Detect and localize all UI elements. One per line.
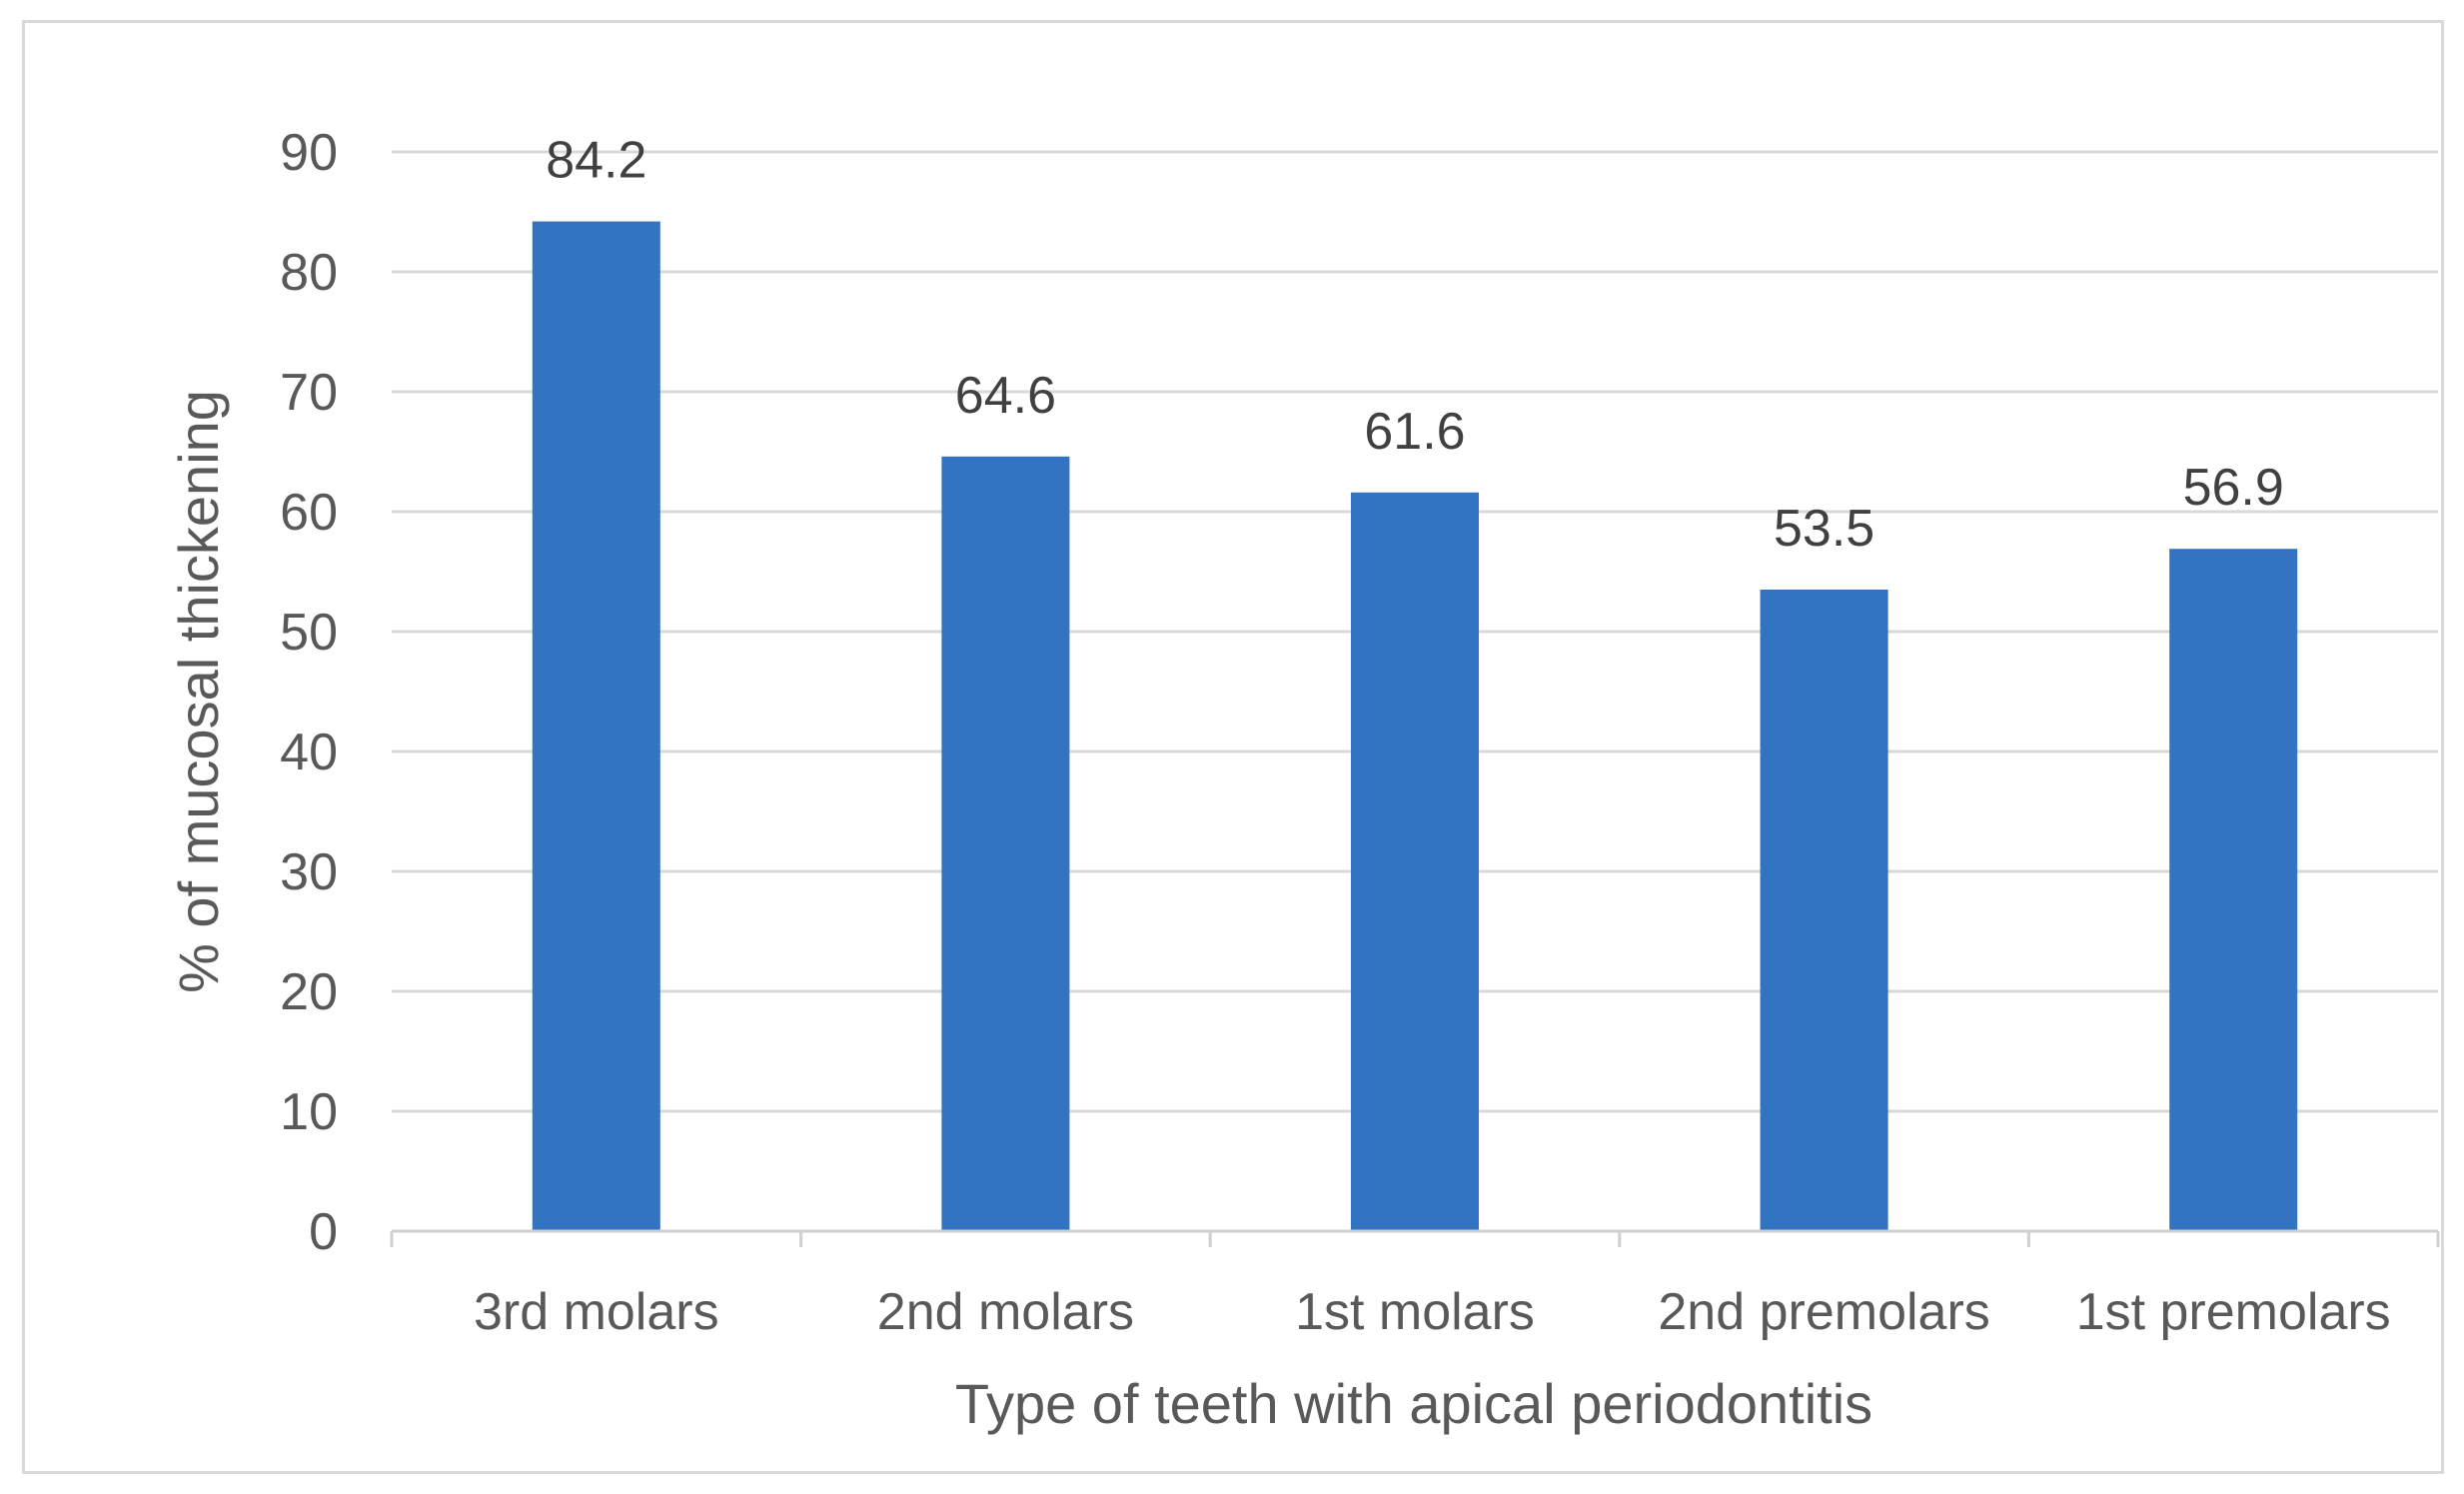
y-tick-label: 40 <box>280 724 338 781</box>
y-axis-title: % of mucosal thickening <box>167 390 230 993</box>
y-tick-label: 60 <box>280 484 338 542</box>
bar <box>532 221 660 1232</box>
y-tick-label: 20 <box>280 963 338 1021</box>
data-label: 53.5 <box>1774 500 1874 558</box>
bar <box>1351 492 1479 1231</box>
y-tick-label: 90 <box>280 124 338 182</box>
bar <box>1760 590 1888 1231</box>
data-label: 56.9 <box>2183 459 2284 517</box>
data-labels: 84.2 64.6 61.6 53.5 56.9 <box>546 132 2284 558</box>
bar <box>941 456 1070 1231</box>
x-tick-label: 1st premolars <box>2076 1283 2391 1341</box>
y-tick-label: 70 <box>280 364 338 422</box>
data-label: 64.6 <box>955 367 1056 425</box>
y-tick-label: 10 <box>280 1083 338 1141</box>
data-label: 84.2 <box>546 132 646 190</box>
bar <box>2169 549 2298 1231</box>
bars <box>532 221 2298 1232</box>
x-tick-label: 2nd molars <box>877 1283 1134 1341</box>
x-tick-label: 3rd molars <box>474 1283 719 1341</box>
x-tick-label: 1st molars <box>1295 1283 1535 1341</box>
y-tick-label: 0 <box>309 1203 338 1261</box>
x-tick-labels: 3rd molars 2nd molars 1st molars 2nd premol… <box>474 1283 2391 1341</box>
x-axis-title: Type of teeth with apical periodontitis <box>955 1372 1872 1435</box>
data-label: 61.6 <box>1364 403 1465 461</box>
y-tick-label: 50 <box>280 604 338 662</box>
y-tick-label: 30 <box>280 843 338 901</box>
x-axis <box>390 1229 2440 1247</box>
y-tick-label: 80 <box>280 244 338 302</box>
x-tick-label: 2nd premolars <box>1658 1283 1989 1341</box>
y-tick-labels: 0 10 20 30 40 50 60 70 80 90 <box>280 124 338 1261</box>
